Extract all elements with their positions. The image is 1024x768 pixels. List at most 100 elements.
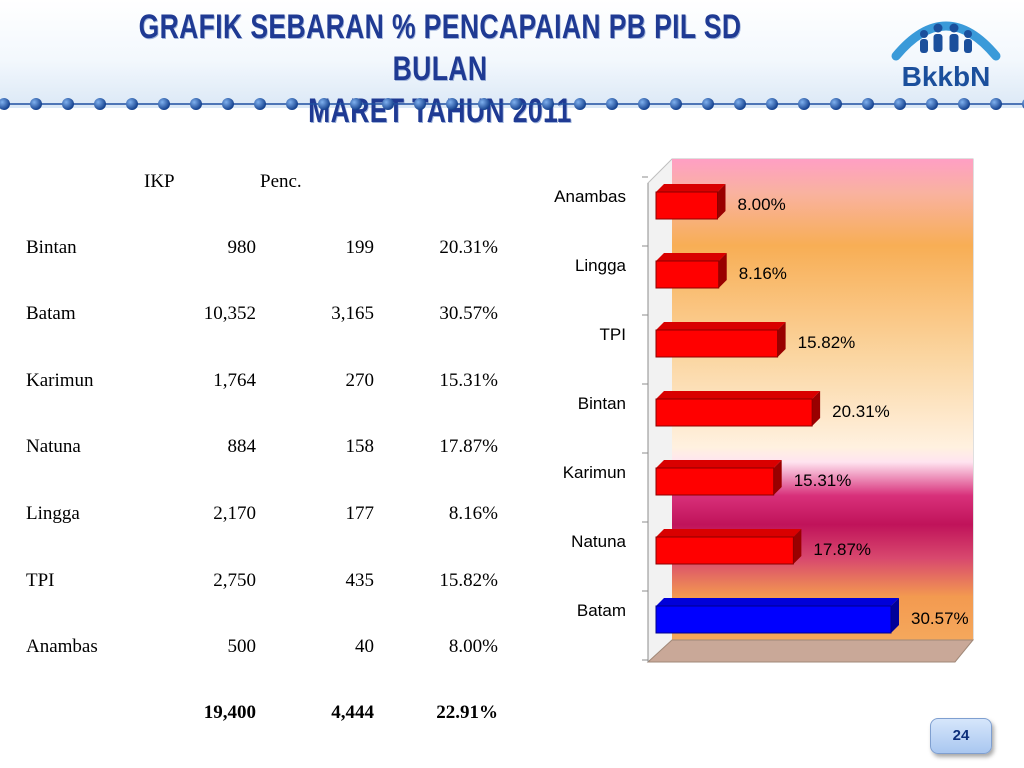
divider-dot	[542, 98, 554, 110]
divider-dot	[414, 98, 426, 110]
divider-dots	[0, 98, 1024, 110]
bar	[655, 184, 726, 220]
divider-dot	[734, 98, 746, 110]
bar-front	[655, 536, 794, 565]
row-ikp: 10,352	[203, 303, 256, 324]
bar-side	[773, 460, 782, 495]
category-label: Lingga	[575, 256, 627, 275]
table-row: Anambas 500 40 8.00%	[26, 636, 506, 662]
row-pct: 20.31%	[439, 237, 498, 258]
logo-family-icon	[920, 23, 972, 53]
header-penc: Penc.	[260, 171, 302, 192]
row-penc: 199	[345, 237, 375, 258]
category-label: Anambas	[554, 187, 626, 206]
table-row: Karimun 1,764 270 15.31%	[26, 370, 506, 396]
divider-dot	[798, 98, 810, 110]
bar-side	[812, 391, 821, 426]
category-label: Bintan	[578, 394, 626, 413]
value-label: 20.31%	[832, 402, 890, 421]
bar-side	[718, 253, 727, 288]
bar-top	[656, 460, 782, 468]
row-penc: 3,165	[331, 303, 374, 324]
divider-dot	[478, 98, 490, 110]
bkkbn-logo: BkkbN	[891, 21, 1001, 92]
divider-dot	[94, 98, 106, 110]
divider-dot	[926, 98, 938, 110]
row-pct: 17.87%	[439, 436, 498, 457]
divider-dot	[766, 98, 778, 110]
row-penc: 158	[345, 436, 375, 457]
row-pct: 8.16%	[448, 503, 498, 524]
table-row: Batam 10,352 3,165 30.57%	[26, 303, 506, 329]
value-label: 15.82%	[798, 333, 856, 352]
divider-dot	[702, 98, 714, 110]
row-name: Bintan	[26, 237, 77, 258]
divider-dot	[510, 98, 522, 110]
bar-top	[656, 184, 726, 192]
bar-front	[655, 398, 813, 427]
title-line-1: GRAFIK SEBARAN % PENCAPAIAN PB PIL SD BU…	[138, 8, 742, 88]
category-label: TPI	[600, 325, 626, 344]
table-row: Bintan 980 199 20.31%	[26, 237, 506, 263]
bar-front	[655, 605, 892, 634]
slide-title: GRAFIK SEBARAN % PENCAPAIAN PB PIL SD BU…	[112, 6, 767, 132]
bar-side	[891, 598, 899, 633]
divider-dot	[574, 98, 586, 110]
bars	[655, 184, 899, 634]
bar-top	[656, 322, 786, 330]
header-ikp: IKP	[144, 171, 175, 192]
divider-dot	[638, 98, 650, 110]
divider-dot	[30, 98, 42, 110]
table-total-row: 19,400 4,444 22.91%	[26, 702, 506, 728]
value-labels: 8.00% 8.16% 15.82% 20.31% 15.31% 17.87% 30.57%	[737, 195, 968, 628]
row-name: Karimun	[26, 370, 94, 391]
divider-dot	[830, 98, 842, 110]
category-labels: Anambas Lingga TPI Bintan Karimun Natuna Batam	[554, 187, 626, 620]
slide-header	[0, 0, 1024, 108]
bar	[655, 391, 821, 427]
bar-front	[655, 329, 779, 358]
divider-dot	[254, 98, 266, 110]
row-pct: 8.00%	[448, 636, 498, 657]
category-label: Karimun	[563, 463, 626, 482]
divider-dot	[0, 98, 10, 110]
table-row: TPI 2,750 435 15.82%	[26, 570, 506, 596]
value-label: 30.57%	[911, 609, 969, 628]
divider-dot	[350, 98, 362, 110]
row-ikp: 2,750	[213, 570, 256, 591]
row-penc: 40	[355, 636, 374, 657]
divider-dot	[158, 98, 170, 110]
divider-dot	[286, 98, 298, 110]
divider-dot	[862, 98, 874, 110]
category-label: Batam	[577, 601, 626, 620]
divider-dot	[382, 98, 394, 110]
bar	[655, 598, 899, 634]
divider-dot	[126, 98, 138, 110]
row-penc: 177	[345, 503, 375, 524]
bar	[655, 322, 786, 358]
table-row: Natuna 884 158 17.87%	[26, 436, 506, 462]
bar-front	[655, 467, 775, 496]
row-penc: 270	[345, 370, 375, 391]
value-label: 8.00%	[737, 195, 785, 214]
divider-dot	[190, 98, 202, 110]
row-ikp: 500	[227, 636, 257, 657]
dot-divider	[0, 98, 1024, 110]
divider-dot	[606, 98, 618, 110]
total-pct: 22.91%	[436, 702, 498, 723]
bar	[655, 529, 802, 565]
divider-dot	[222, 98, 234, 110]
bar-chart: Anambas Lingga TPI Bintan Karimun Natuna Batam…	[554, 158, 975, 663]
bar-side	[777, 322, 786, 357]
row-ikp: 980	[227, 237, 257, 258]
divider-dot	[990, 98, 1002, 110]
total-ikp: 19,400	[203, 702, 256, 723]
row-ikp: 884	[227, 436, 257, 457]
logo-arc-icon	[891, 21, 1001, 61]
divider-dot	[958, 98, 970, 110]
row-pct: 15.31%	[439, 370, 498, 391]
divider-dot	[62, 98, 74, 110]
bar	[655, 253, 727, 289]
bar-front	[655, 260, 720, 289]
table-row: Lingga 2,170 177 8.16%	[26, 503, 506, 529]
